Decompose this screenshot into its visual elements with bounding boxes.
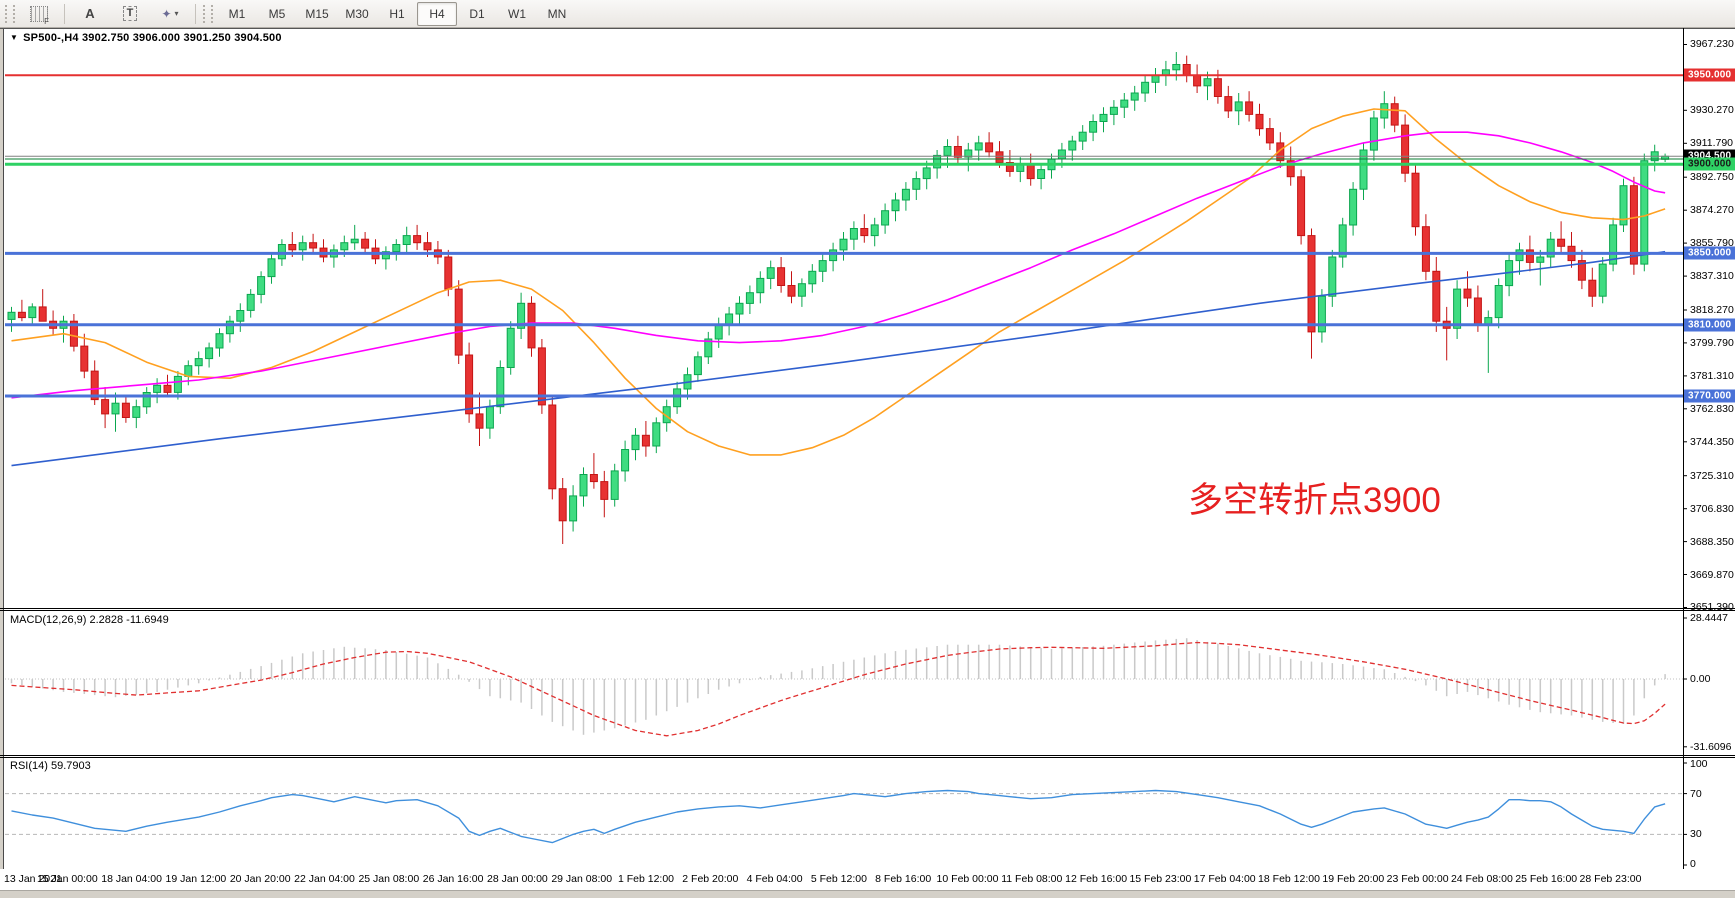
indicator-window-button[interactable]: F xyxy=(19,2,59,26)
price-tick-label: 3892.750 xyxy=(1690,171,1734,184)
support-line-price-badge: 3850.000 xyxy=(1684,246,1735,260)
toolbar: F A T ✦ ▾ M1 M5 M15 M30 H1 H4 D1 W1 MN xyxy=(0,0,1735,28)
time-tick-label: 19 Jan 12:00 xyxy=(165,873,227,885)
rsi-tick-label: 70 xyxy=(1690,787,1702,800)
macd-indicator-label: MACD(12,26,9) 2.2828 -11.6949 xyxy=(10,614,169,626)
timeframe-button-d1[interactable]: D1 xyxy=(469,6,485,21)
time-tick-label: 22 Jan 04:00 xyxy=(294,873,355,885)
objects-tool-button[interactable]: ✦ ▾ xyxy=(150,2,190,26)
toolbar-drag-handle[interactable] xyxy=(5,4,15,23)
price-tick-label: 3799.790 xyxy=(1690,336,1734,349)
text-tool-button[interactable]: T xyxy=(110,2,150,26)
indicator-window-icon: F xyxy=(30,5,49,26)
timeframe-button-m15[interactable]: M15 xyxy=(305,6,329,21)
time-tick-label: 5 Feb 12:00 xyxy=(810,873,867,885)
time-tick-label: 13 Jan 2021 xyxy=(4,873,62,885)
price-tick-label: 3744.350 xyxy=(1690,435,1734,448)
macd-tick-label: -31.6096 xyxy=(1690,740,1732,753)
rsi-tick-label: 30 xyxy=(1690,828,1702,841)
price-tick-label: 3706.830 xyxy=(1690,502,1734,515)
timeframe-button-m1[interactable]: M1 xyxy=(228,6,246,21)
price-tick-label: 3874.270 xyxy=(1690,204,1734,217)
chart-symbol-line[interactable]: ▼ SP500-,H4 3902.750 3906.000 3901.250 39… xyxy=(10,32,282,44)
price-tick-label: 3688.350 xyxy=(1690,535,1734,548)
time-tick-label: 25 Jan 08:00 xyxy=(358,873,420,885)
time-tick-label: 8 Feb 16:00 xyxy=(875,873,932,885)
time-tick-label: 19 Feb 20:00 xyxy=(1322,873,1385,885)
toolbar-separator xyxy=(195,3,196,24)
time-tick-label: 15 Jan 00:00 xyxy=(36,873,98,885)
macd-tick-label: 28.4447 xyxy=(1690,612,1728,624)
support-line-price-badge: 3770.000 xyxy=(1684,389,1735,403)
time-tick-label: 25 Feb 16:00 xyxy=(1515,873,1578,885)
time-tick-label: 2 Feb 20:00 xyxy=(682,873,739,885)
time-tick-label: 4 Feb 04:00 xyxy=(746,873,803,885)
label-tool-button[interactable]: A xyxy=(70,2,110,26)
time-tick-label: 29 Jan 08:00 xyxy=(551,873,613,885)
time-tick-label: 28 Feb 23:00 xyxy=(1579,873,1642,885)
chevron-down-icon: ▾ xyxy=(174,9,179,18)
time-tick-label: 17 Feb 04:00 xyxy=(1193,873,1256,885)
price-tick-label: 3930.270 xyxy=(1690,104,1734,117)
label-tool-icon: A xyxy=(85,6,95,21)
rsi-tick-label: 0 xyxy=(1690,858,1696,870)
rsi-tick-label: 100 xyxy=(1690,758,1708,770)
macd-tick-label: 0.00 xyxy=(1690,673,1711,685)
price-tick-label: 3725.310 xyxy=(1690,469,1734,482)
text-tool-icon: T xyxy=(122,6,138,21)
time-tick-label: 28 Jan 00:00 xyxy=(487,873,548,885)
timeframe-button-m30[interactable]: M30 xyxy=(345,6,369,21)
price-tick-label: 3911.790 xyxy=(1690,137,1734,150)
window-left-edge xyxy=(0,28,4,898)
toolbar-separator xyxy=(64,3,65,24)
price-tick-label: 3818.270 xyxy=(1690,303,1734,316)
chart-annotation-text[interactable]: 多空转折点3900 xyxy=(1188,481,1441,520)
time-tick-label: 18 Feb 12:00 xyxy=(1258,873,1320,885)
time-tick-label: 12 Feb 16:00 xyxy=(1065,873,1128,885)
time-tick-label: 24 Feb 08:00 xyxy=(1450,873,1513,885)
time-tick-label: 1 Feb 12:00 xyxy=(617,873,675,885)
time-tick-label: 18 Jan 04:00 xyxy=(101,873,162,885)
time-tick-label: 26 Jan 16:00 xyxy=(422,873,484,885)
objects-icon: ✦ xyxy=(161,6,172,21)
price-tick-label: 3762.830 xyxy=(1690,402,1734,415)
timeframe-button-w1[interactable]: W1 xyxy=(508,6,526,21)
time-tick-label: 11 Feb 08:00 xyxy=(1001,873,1063,885)
time-tick-label: 10 Feb 00:00 xyxy=(936,873,999,885)
collapse-triangle-icon[interactable]: ▼ xyxy=(10,33,19,42)
time-tick-label: 20 Jan 20:00 xyxy=(229,873,291,885)
timeframe-button-group: M1 M5 M15 M30 H1 H4 D1 W1 MN xyxy=(217,1,577,26)
window-bottom-strip xyxy=(0,890,1735,898)
toolbar-drag-handle[interactable] xyxy=(203,4,213,23)
price-tick-label: 3837.310 xyxy=(1690,270,1734,283)
price-tick-label: 3781.310 xyxy=(1690,369,1734,382)
price-tick-label: 3855.790 xyxy=(1690,237,1734,250)
price-tick-label: 3669.870 xyxy=(1690,568,1734,581)
symbol-ohlc-text: SP500-,H4 3902.750 3906.000 3901.250 390… xyxy=(23,32,282,44)
pivot-line-price-badge: 3900.000 xyxy=(1684,157,1735,171)
timeframe-button-m5[interactable]: M5 xyxy=(268,6,286,21)
time-tick-label: 15 Feb 23:00 xyxy=(1129,873,1192,885)
support-line-price-badge: 3810.000 xyxy=(1684,318,1735,332)
price-tick-label: 3967.230 xyxy=(1690,38,1734,51)
timeframe-button-h4[interactable]: H4 xyxy=(417,1,457,26)
timeframe-button-mn[interactable]: MN xyxy=(547,6,567,21)
price-tick-label: 3651.390 xyxy=(1690,601,1734,614)
time-axis[interactable] xyxy=(0,869,1735,890)
time-tick-label: 23 Feb 00:00 xyxy=(1386,873,1449,885)
timeframe-button-h1[interactable]: H1 xyxy=(389,6,405,21)
resistance-line-price-badge: 3950.000 xyxy=(1684,68,1735,82)
rsi-indicator-label: RSI(14) 59.7903 xyxy=(10,760,91,772)
